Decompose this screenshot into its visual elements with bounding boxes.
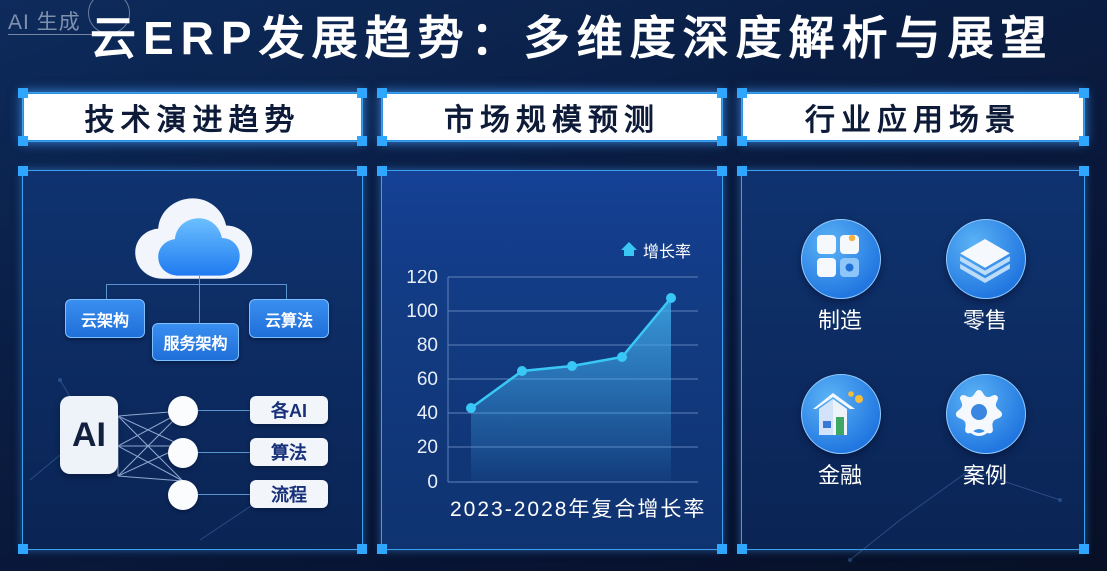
svg-text:120: 120 bbox=[406, 270, 438, 288]
svg-text:80: 80 bbox=[417, 335, 438, 356]
svg-text:100: 100 bbox=[406, 301, 438, 322]
svg-text:40: 40 bbox=[417, 403, 438, 424]
svg-text:60: 60 bbox=[417, 369, 438, 390]
svg-text:20: 20 bbox=[417, 437, 438, 458]
svg-text:0: 0 bbox=[427, 472, 438, 493]
